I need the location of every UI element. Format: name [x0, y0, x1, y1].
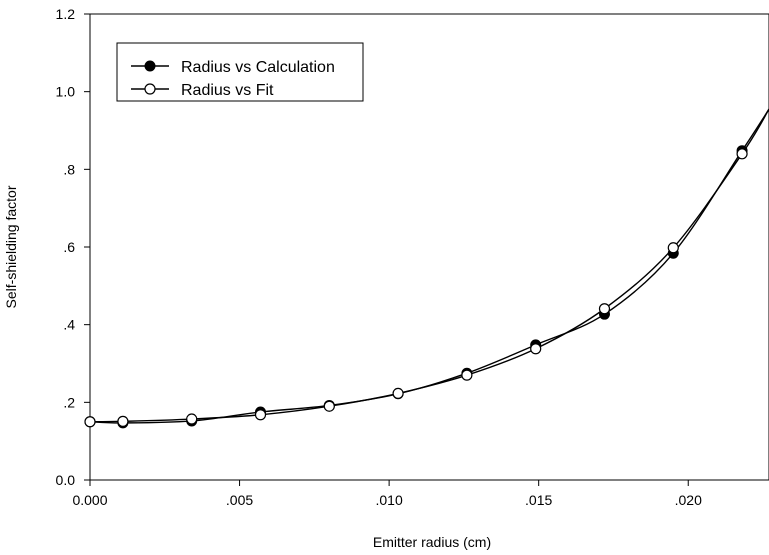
data-point-fit	[736, 148, 748, 160]
x-axis-title: Emitter radius (cm)	[373, 534, 491, 550]
x-tick-label: 0.000	[72, 492, 107, 508]
y-tick-label: .2	[63, 394, 75, 410]
data-point-fit	[598, 303, 611, 315]
legend-label-fit: Radius vs Fit	[181, 82, 274, 99]
data-point-fit	[323, 400, 335, 412]
legend-marker-open-circle	[144, 83, 156, 95]
x-tick-label: .005	[226, 492, 253, 508]
y-tick-label: 1.0	[56, 84, 76, 100]
legend-label-calculation: Radius vs Calculation	[181, 59, 335, 76]
x-tick-label: .020	[675, 492, 702, 508]
data-point-fit	[461, 369, 473, 381]
data-point-fit	[186, 413, 198, 425]
data-point-fit	[84, 416, 96, 428]
legend-marker-filled-circle	[144, 60, 156, 72]
legend: Radius vs Calculation Radius vs Fit	[116, 42, 364, 102]
data-point-fit	[667, 242, 679, 254]
y-axis-title: Self-shielding factor	[3, 185, 19, 308]
series-points	[84, 145, 748, 429]
data-point-fit	[254, 409, 267, 421]
ticks: 0.000 .005 .010 .015 .020 0.0 .2 .4 .6 .8 1.0 1.2	[56, 6, 703, 508]
y-tick-label: .4	[63, 317, 75, 333]
y-tick-label: 1.2	[56, 6, 76, 22]
y-tick-label: 0.0	[56, 472, 76, 488]
series-line-calculation	[89, 108, 769, 424]
y-tick-label: .6	[63, 239, 75, 255]
data-point-fit	[117, 415, 129, 427]
x-tick-label: .010	[375, 492, 402, 508]
data-point-fit	[530, 343, 542, 355]
legend-box	[116, 42, 364, 102]
data-point-fit	[392, 387, 404, 400]
series-lines	[89, 108, 769, 424]
series-line-fit	[89, 108, 769, 423]
x-tick-label: .015	[525, 492, 552, 508]
y-tick-label: .8	[63, 161, 75, 177]
